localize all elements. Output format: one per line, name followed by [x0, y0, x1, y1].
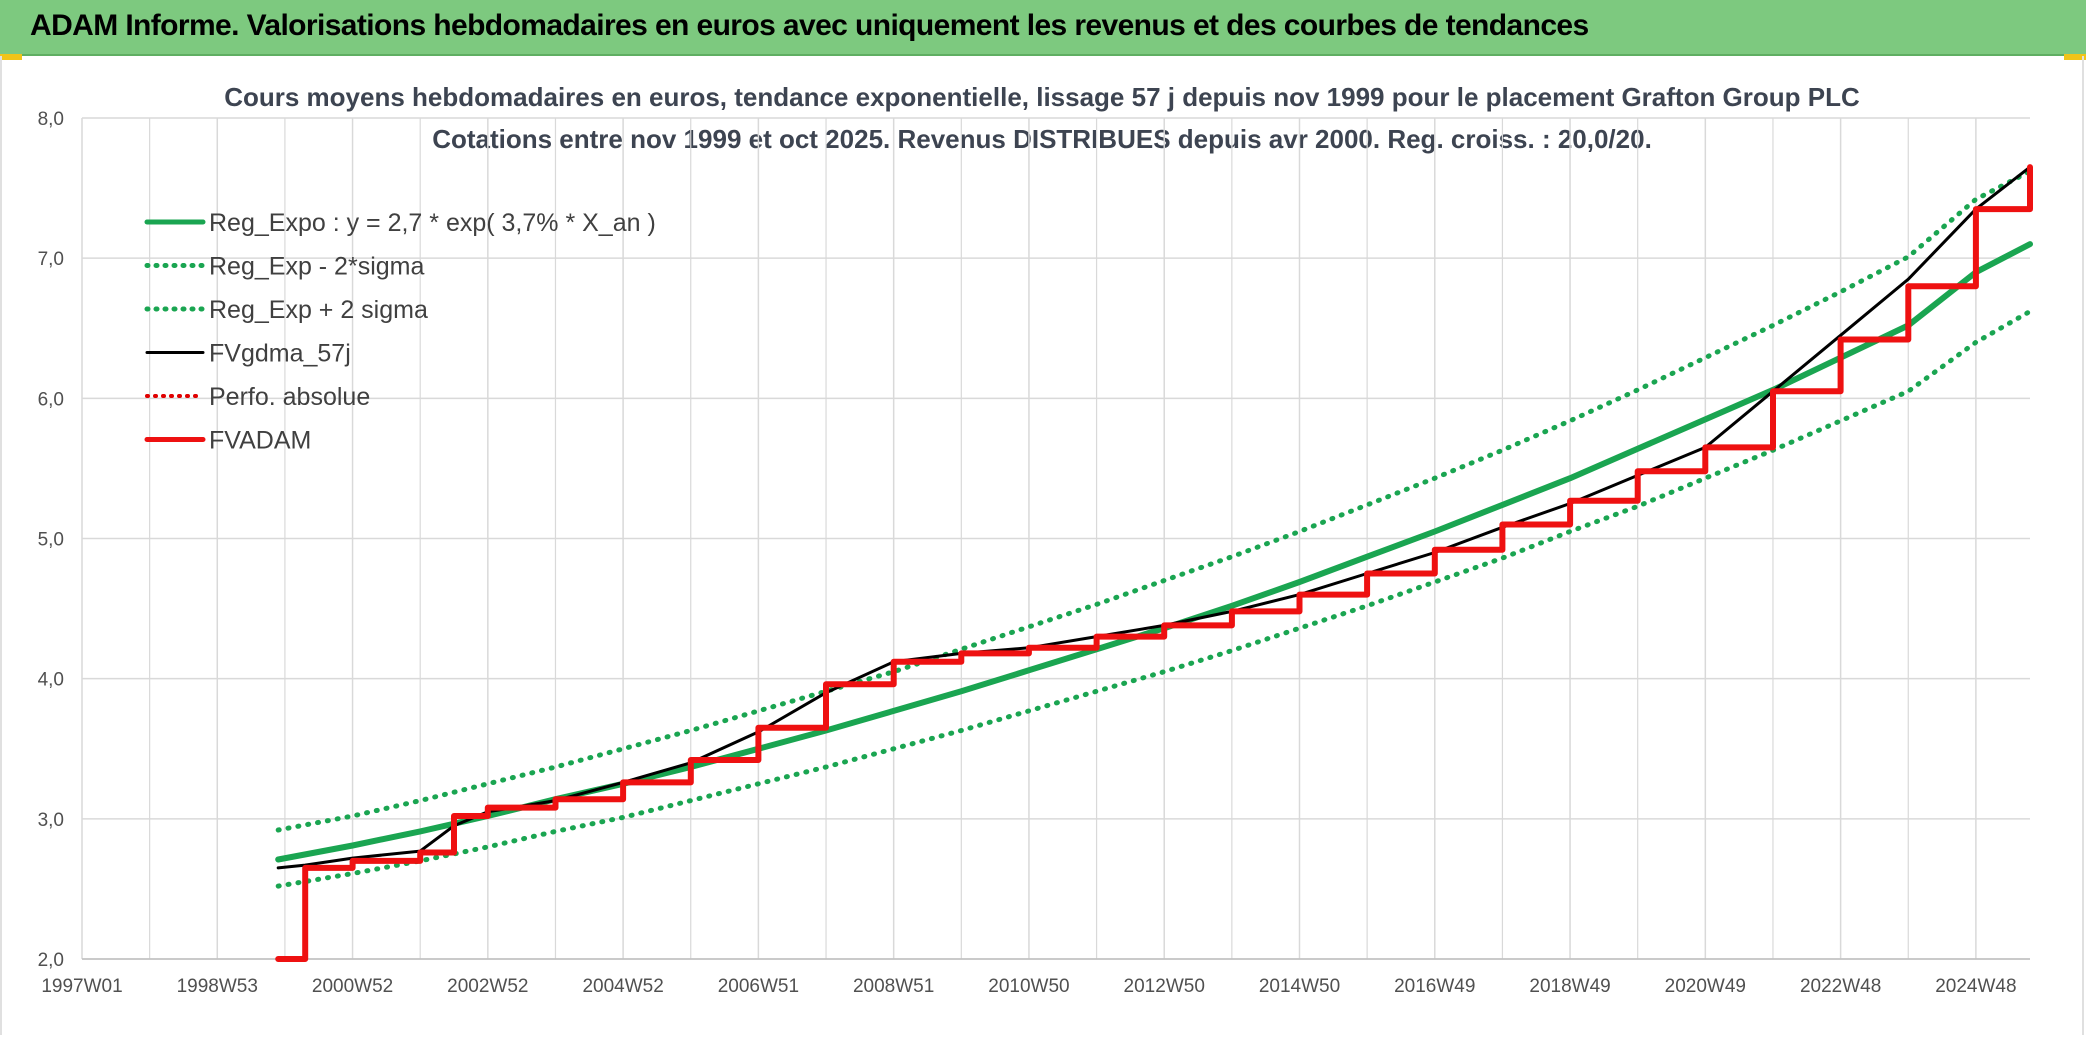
x-tick-label: 2016W49 — [1394, 976, 1475, 997]
x-tick-label: 2006W51 — [718, 976, 799, 997]
line-chart: Cours moyens hebdomadaires en euros, ten… — [38, 82, 2033, 997]
x-tick-label: 2004W52 — [582, 976, 663, 997]
legend-label: Reg_Exp - 2*sigma — [209, 253, 424, 281]
x-tick-label: 2008W51 — [853, 976, 934, 997]
axis-labels: 2,0 3,0 4,0 5,0 6,0 7,0 8,0 1997W01 1998W53 2000W… — [38, 109, 2017, 997]
x-tick-label: 2012W50 — [1124, 976, 1205, 997]
report-banner: ADAM Informe. Valorisations hebdomadaire… — [0, 0, 2086, 56]
report-title: ADAM Informe. Valorisations hebdomadaire… — [30, 9, 1589, 42]
x-tick-label: 2018W49 — [1529, 976, 1610, 997]
y-tick-label: 7,0 — [38, 249, 64, 270]
y-tick-label: 6,0 — [38, 389, 64, 410]
grid-lines — [81, 117, 2030, 960]
legend-label: Reg_Exp + 2 sigma — [209, 296, 428, 324]
chart-title: Cours moyens hebdomadaires en euros, ten… — [224, 82, 1860, 112]
y-tick-label: 4,0 — [38, 670, 64, 691]
legend-label: FVgdma_57j — [209, 340, 351, 368]
x-tick-label: 2002W52 — [447, 976, 528, 997]
legend: Reg_Expo : y = 2,7 * exp( 3,7% * X_an ) R… — [144, 209, 656, 455]
series-reg-exp-plus-line — [275, 168, 2033, 833]
x-tick-label: 1998W53 — [177, 976, 258, 997]
legend-label: FVADAM — [209, 427, 311, 455]
x-tick-label: 2000W52 — [312, 976, 393, 997]
chart-subtitle: Cotations entre nov 1999 et oct 2025. Re… — [432, 124, 1652, 154]
series-fvadam-line — [275, 164, 2033, 962]
corner-marker-left — [0, 54, 22, 60]
series-fvgdma-line — [276, 165, 2032, 870]
series-reg-expo-line — [275, 241, 2033, 863]
x-tick-label: 2010W50 — [988, 976, 1069, 997]
legend-label: Reg_Expo : y = 2,7 * exp( 3,7% * X_an ) — [209, 209, 656, 237]
y-tick-label: 3,0 — [38, 810, 64, 831]
chart-frame: Cours moyens hebdomadaires en euros, ten… — [0, 56, 2084, 1035]
y-tick-label: 2,0 — [38, 950, 64, 971]
x-tick-label: 2022W48 — [1800, 976, 1881, 997]
y-tick-label: 5,0 — [38, 530, 64, 551]
corner-marker-right — [2064, 54, 2086, 60]
x-tick-label: 2014W50 — [1259, 976, 1340, 997]
series-group — [275, 164, 2033, 962]
x-tick-label: 2020W49 — [1665, 976, 1746, 997]
y-tick-label: 8,0 — [38, 109, 64, 130]
x-tick-label: 2024W48 — [1935, 976, 2016, 997]
legend-label: Perfo. absolue — [209, 383, 370, 411]
x-tick-label: 1997W01 — [41, 976, 122, 997]
series-reg-exp-minus-line — [275, 308, 2033, 889]
